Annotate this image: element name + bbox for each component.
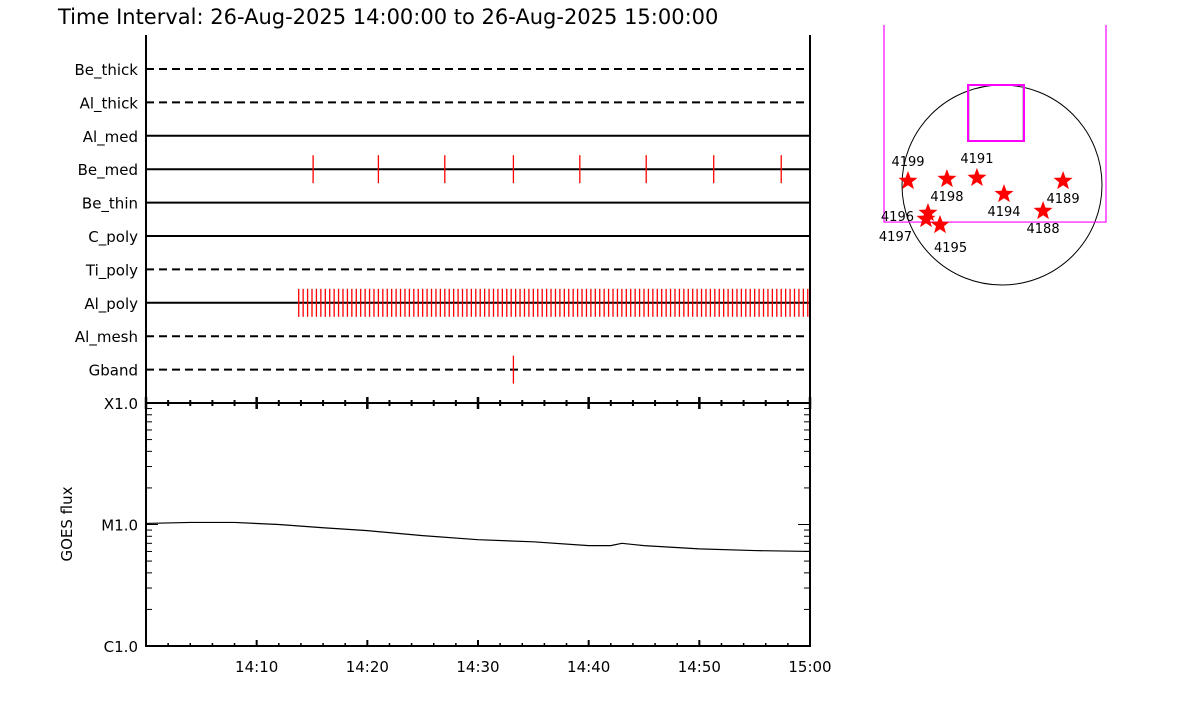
filter-timeline-panel: Be_thick Al_thick Al_med Be_med Be_thin C_pol… xyxy=(74,35,811,403)
row-label-c_poly: C_poly xyxy=(88,228,138,247)
active-region-label: 4198 xyxy=(930,190,963,205)
y-tick-label: X1.0 xyxy=(104,395,138,413)
row-label-gband: Gband xyxy=(89,362,138,380)
sun-map-panel: 4199 4198 4191 4194 4189 4188 4196 4197 4195 xyxy=(879,25,1107,286)
active-region-label: 4191 xyxy=(960,152,993,167)
y-axis-label: GOES flux xyxy=(58,486,76,561)
row-label-be_thick: Be_thick xyxy=(74,61,138,80)
active-region-star-icon xyxy=(937,169,957,188)
row-label-al_mesh: Al_mesh xyxy=(75,328,138,347)
active-region-star-icon xyxy=(967,167,987,186)
x-tick-label: 14:30 xyxy=(456,658,499,676)
x-tick-label: 14:10 xyxy=(235,658,278,676)
fov-large-outline xyxy=(883,25,1107,223)
active-region-label: 4199 xyxy=(891,155,924,170)
active-region-star-icon xyxy=(1033,201,1053,220)
goes-frame xyxy=(145,402,811,647)
x-tick-label: 15:00 xyxy=(788,658,831,676)
goes-flux-line xyxy=(145,521,811,553)
active-region-star-icon xyxy=(916,209,936,228)
row-label-ti_poly: Ti_poly xyxy=(85,261,138,280)
x-tick-label: 14:40 xyxy=(567,658,610,676)
row-label-be_med: Be_med xyxy=(78,161,138,180)
goes-flux-panel: X1.0 M1.0 C1.0 14:10 14:20 14:30 14:40 14:50 15:… xyxy=(58,395,832,676)
fov-small-outline xyxy=(967,84,1025,142)
active-region-star-icon xyxy=(898,171,918,190)
active-region-star-icon xyxy=(918,203,938,222)
row-label-al_med: Al_med xyxy=(83,128,138,147)
solar-disk xyxy=(901,84,1103,286)
row-label-be_thin: Be_thin xyxy=(82,195,138,214)
active-region-label: 4195 xyxy=(934,241,967,256)
row-label-al_poly: Al_poly xyxy=(84,295,138,314)
active-region-label: 4189 xyxy=(1047,192,1080,207)
active-region-star-icon xyxy=(994,184,1014,203)
y-tick-label: C1.0 xyxy=(104,638,138,656)
active-region-star-icon xyxy=(930,215,950,234)
x-tick-label: 14:50 xyxy=(678,658,721,676)
fov-gray-outline xyxy=(968,84,1024,142)
row-label-al_thick: Al_thick xyxy=(80,94,139,113)
active-region-label: 4197 xyxy=(879,230,912,245)
x-tick-label: 14:20 xyxy=(346,658,389,676)
active-region-label: 4194 xyxy=(987,205,1020,220)
active-region-star-icon xyxy=(1053,171,1073,190)
y-tick-label: M1.0 xyxy=(101,517,138,535)
active-region-label: 4196 xyxy=(881,210,914,225)
plot-title: Time Interval: 26-Aug-2025 14:00:00 to 2… xyxy=(57,5,718,29)
active-region-label: 4188 xyxy=(1027,222,1060,237)
